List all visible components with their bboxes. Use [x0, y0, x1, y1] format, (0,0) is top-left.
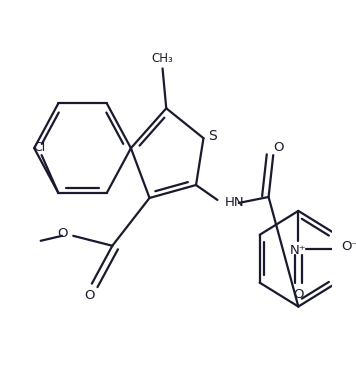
- Text: O⁻: O⁻: [341, 240, 356, 253]
- Text: O: O: [85, 289, 95, 302]
- Text: O: O: [293, 288, 304, 301]
- Text: O: O: [273, 141, 284, 154]
- Text: S: S: [208, 129, 217, 143]
- Text: N⁺: N⁺: [290, 244, 307, 257]
- Text: O: O: [57, 227, 68, 240]
- Text: Cl: Cl: [33, 141, 46, 154]
- Text: CH₃: CH₃: [152, 52, 173, 65]
- Text: HN: HN: [225, 196, 245, 209]
